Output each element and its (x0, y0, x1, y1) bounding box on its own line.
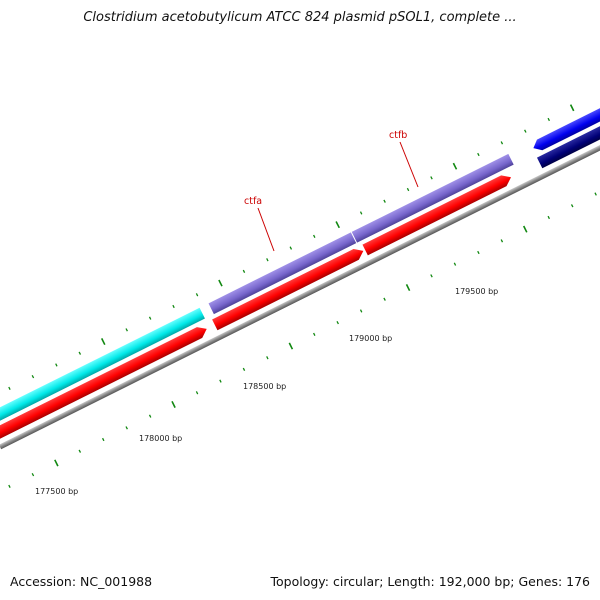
ruler-major-tick (54, 459, 59, 467)
ruler-minor-tick (313, 332, 316, 336)
ruler-minor-tick (172, 304, 175, 309)
ruler-minor-tick (313, 234, 316, 238)
ruler-minor-tick (266, 258, 269, 262)
ruler-major-tick (405, 284, 411, 292)
gene-track-outer (0, 96, 600, 424)
cds-feature-navy (536, 112, 600, 169)
ruler-minor-tick (547, 215, 550, 220)
axis-label-179500: 179500 bp (455, 287, 498, 296)
axis-label-179000: 179000 bp (349, 334, 392, 343)
ruler-minor-tick (31, 473, 35, 477)
ruler-minor-tick (336, 321, 339, 325)
gene-feature-cyan (0, 307, 205, 424)
ruler-minor-tick (289, 246, 293, 250)
axis-label-178500: 178500 bp (243, 382, 286, 391)
axis-label-178000: 178000 bp (139, 434, 182, 443)
ctfb-leader-line (399, 141, 419, 188)
ruler-minor-tick (500, 239, 504, 243)
ruler-minor-tick (8, 484, 11, 488)
ruler-minor-tick (31, 375, 35, 379)
ruler-minor-tick (78, 449, 82, 453)
ruler-major-tick (452, 162, 458, 170)
cds-track (0, 112, 600, 442)
ruler-minor-tick (102, 437, 105, 442)
ruler-minor-tick (242, 367, 246, 371)
ruler-minor-tick (125, 426, 128, 430)
ruler-major-tick (335, 221, 341, 229)
ruler-major-tick (171, 400, 176, 408)
ruler-minor-tick (383, 199, 386, 203)
ruler-minor-tick (594, 192, 597, 196)
ruler-minor-tick (430, 274, 433, 278)
gene-feature-ctfa (208, 232, 357, 315)
ruler-minor-tick (570, 204, 574, 208)
ruler-minor-tick (195, 293, 199, 297)
ruler-minor-tick (219, 379, 222, 383)
ruler-major-tick (569, 104, 575, 112)
ruler-minor-tick (266, 356, 269, 360)
ruler-minor-tick (55, 363, 58, 367)
ruler-minor-tick (242, 269, 246, 273)
axis-label-177500: 177500 bp (35, 487, 78, 496)
ruler-major-tick (218, 279, 223, 287)
gene-feature-blue (533, 96, 600, 151)
ruler-minor-tick (500, 141, 504, 145)
ctfa-leader-line (257, 207, 275, 252)
lower-ruler-ticks (8, 192, 597, 488)
ruler-minor-tick (148, 316, 152, 320)
ruler-major-tick (288, 342, 294, 350)
upper-ruler-ticks (8, 104, 575, 390)
ruler-minor-tick (524, 129, 527, 133)
ruler-minor-tick (125, 328, 128, 332)
ruler-minor-tick (383, 297, 386, 301)
gene-label-ctfa[interactable]: ctfa (244, 196, 262, 207)
ruler-major-tick (100, 338, 106, 346)
ruler-minor-tick (477, 250, 480, 255)
accession-text: Accession: NC_001988 (10, 574, 153, 589)
cds-arrow-ctfa (212, 249, 364, 331)
ruler-minor-tick (477, 152, 480, 157)
ruler-major-tick (522, 225, 528, 233)
ruler-minor-tick (78, 351, 82, 355)
ruler-minor-tick (430, 176, 433, 180)
ruler-minor-tick (359, 309, 363, 313)
gene-label-ctfb[interactable]: ctfb (389, 130, 407, 141)
ruler-minor-tick (195, 391, 199, 395)
ruler-minor-tick (8, 386, 11, 390)
ruler-minor-tick (547, 117, 550, 122)
summary-text: Topology: circular; Length: 192,000 bp; … (270, 574, 591, 589)
map-title: Clostridium acetobutylicum ATCC 824 plas… (83, 10, 517, 25)
ruler-minor-tick (453, 262, 457, 266)
ruler-minor-tick (359, 211, 363, 215)
sequence-backbone (0, 141, 600, 450)
cds-arrow-ctfb (362, 175, 512, 256)
ruler-minor-tick (406, 187, 410, 192)
gene-feature-ctfb (351, 153, 514, 243)
ruler-minor-tick (148, 414, 152, 418)
cds-arrow-1 (0, 327, 207, 442)
